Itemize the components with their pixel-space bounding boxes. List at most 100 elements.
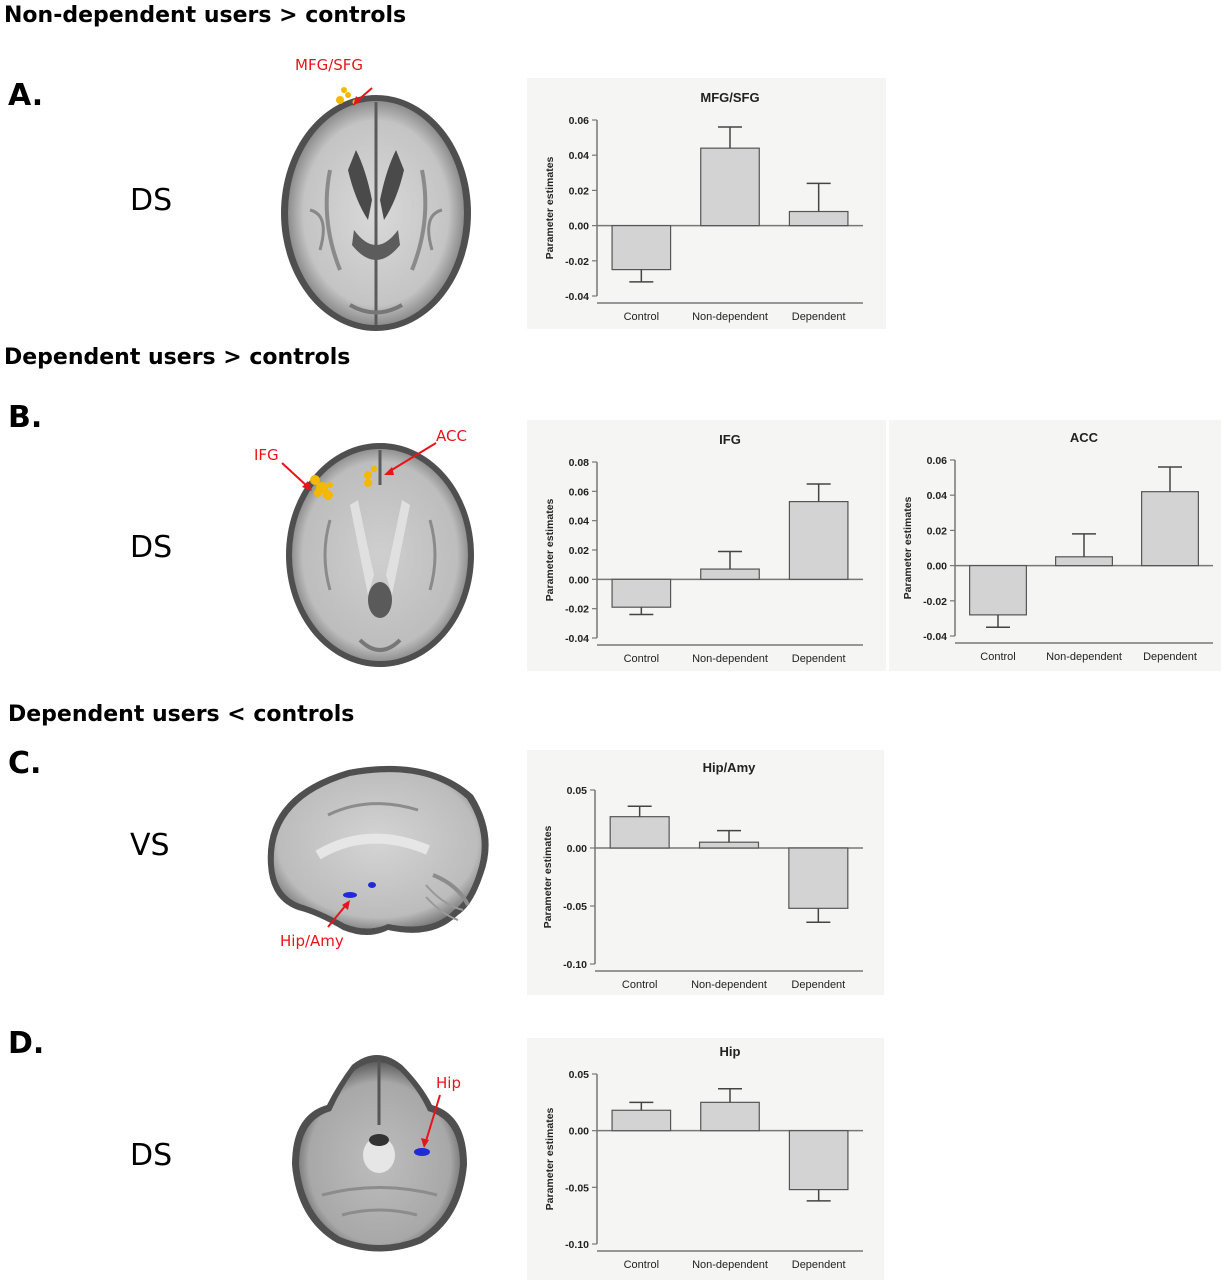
bar (788, 210, 849, 227)
x-tick-label: Non-dependent (691, 979, 767, 991)
y-axis-label: Parameter estimates (544, 156, 556, 259)
y-tick-label: 0.06 (569, 115, 590, 127)
chart-title: ACC (1070, 430, 1099, 445)
y-tick-label: -0.05 (565, 1182, 589, 1194)
x-tick-label: Non-dependent (1046, 651, 1122, 663)
y-tick-label: -0.02 (565, 256, 589, 268)
chart-ifg: IFG 0.08 0.06 0.04 0.02 0.00 -0.02 -0.04 Paramet… (527, 420, 886, 671)
panel-letter-b: B. (8, 400, 43, 435)
y-tick-label: 0.00 (569, 1126, 590, 1138)
chart-svg-ifg: IFG 0.08 0.06 0.04 0.02 0.00 -0.02 -0.04 Paramet… (544, 432, 863, 665)
y-axis-label: Parameter estimates (542, 825, 554, 928)
y-tick-label: -0.04 (923, 631, 947, 643)
brain-image-b (281, 442, 474, 667)
x-tick-label: Dependent (792, 653, 846, 665)
chart-svg-acc: ACC 0.06 0.04 0.02 0.00 -0.02 -0.04 Parameter e… (902, 430, 1213, 663)
bar (1141, 491, 1199, 567)
y-tick-label: 0.00 (569, 574, 590, 586)
y-tick-label: 0.06 (927, 455, 948, 467)
bar (969, 565, 1027, 616)
region-label-hip-amy: Hip/Amy (280, 932, 344, 950)
brain-image-a (281, 87, 471, 331)
y-tick-label: -0.04 (565, 633, 589, 645)
chart-mfg-sfg: MFG/SFG 0.06 0.04 0.02 0.00 -0.02 -0.04 Paramet… (527, 78, 886, 329)
x-tick-label: Dependent (791, 979, 845, 991)
bar (609, 816, 670, 849)
chart-hip: Hip 0.05 0.00 -0.05 -0.10 Parameter estimates… (527, 1038, 884, 1280)
bar (611, 225, 672, 271)
bar (788, 847, 849, 909)
panel-letter-a: A. (8, 78, 44, 113)
y-tick-label: 0.04 (569, 150, 590, 162)
y-tick-label: 0.00 (567, 843, 588, 855)
y-tick-label: 0.04 (569, 516, 590, 528)
bar (700, 1101, 760, 1132)
x-tick-label: Dependent (1143, 651, 1197, 663)
bar (700, 568, 760, 580)
bar (788, 500, 849, 580)
bar (700, 147, 760, 227)
chart-title: MFG/SFG (700, 90, 759, 105)
bar (611, 578, 672, 608)
y-tick-label: 0.02 (927, 525, 948, 537)
region-label-acc: ACC (436, 427, 467, 445)
y-tick-label: 0.00 (927, 561, 948, 573)
chart-hip-amy: Hip/Amy 0.05 0.00 -0.05 -0.10 Parameter estim… (527, 750, 884, 995)
panel-letter-d: D. (8, 1026, 45, 1061)
chart-svg-hip: Hip 0.05 0.00 -0.05 -0.10 Parameter estimates… (544, 1044, 863, 1271)
x-tick-label: Control (624, 311, 659, 323)
y-tick-label: 0.02 (569, 185, 590, 197)
chart-svg-hip-amy: Hip/Amy 0.05 0.00 -0.05 -0.10 Parameter estim… (542, 760, 863, 991)
y-tick-label: -0.05 (563, 901, 587, 913)
y-axis-label: Parameter estimates (902, 496, 914, 599)
y-tick-label: 0.08 (569, 457, 590, 469)
bar (611, 1109, 672, 1132)
section-title-a: Non-dependent users > controls (4, 3, 407, 28)
panel-letter-c: C. (8, 746, 42, 781)
y-axis-label: Parameter estimates (544, 1107, 556, 1210)
activation-blob-ifg (310, 475, 333, 500)
x-tick-label: Control (980, 651, 1015, 663)
chart-title: Hip/Amy (703, 760, 757, 775)
x-tick-label: Non-dependent (692, 311, 768, 323)
y-tick-label: -0.10 (565, 1239, 589, 1251)
y-tick-label: 0.05 (567, 785, 588, 797)
chart-title: Hip (720, 1044, 741, 1059)
y-tick-label: -0.02 (923, 596, 947, 608)
brain-image-c (267, 765, 489, 935)
y-tick-label: -0.02 (565, 604, 589, 616)
condition-label-d: DS (130, 1138, 173, 1173)
arrow-acc (389, 442, 437, 472)
activation-blob-hip-amy (343, 882, 376, 898)
y-tick-label: 0.06 (569, 486, 590, 498)
arrow-ifg (281, 462, 309, 488)
brain-image-d (292, 1055, 467, 1252)
x-tick-label: Control (622, 979, 657, 991)
arrow-hip (425, 1094, 441, 1142)
chart-title: IFG (719, 432, 741, 447)
x-tick-label: Dependent (792, 311, 846, 323)
y-tick-label: 0.00 (569, 221, 590, 233)
x-tick-label: Dependent (792, 1259, 846, 1271)
arrow-hip-amy (327, 904, 347, 928)
x-tick-label: Non-dependent (692, 1259, 768, 1271)
y-tick-label: 0.05 (569, 1069, 590, 1081)
section-title-c: Dependent users < controls (8, 702, 355, 727)
bar (788, 1130, 849, 1191)
y-axis-label: Parameter estimates (544, 498, 556, 601)
condition-label-b: DS (130, 530, 173, 565)
y-tick-label: 0.04 (927, 490, 948, 502)
y-tick-label: -0.10 (563, 959, 587, 971)
y-tick-label: -0.04 (565, 291, 589, 303)
chart-acc: ACC 0.06 0.04 0.02 0.00 -0.02 -0.04 Parameter e… (889, 420, 1221, 671)
bar (1055, 556, 1113, 567)
bar (698, 841, 760, 849)
region-label-mfg-sfg: MFG/SFG (295, 56, 364, 74)
condition-label-c: VS (130, 828, 170, 863)
section-title-b: Dependent users > controls (4, 345, 351, 370)
x-tick-label: Non-dependent (692, 653, 768, 665)
x-tick-label: Control (624, 653, 659, 665)
y-tick-label: 0.02 (569, 545, 590, 557)
activation-blob-hip (414, 1148, 430, 1156)
activation-blob-acc (364, 466, 377, 487)
